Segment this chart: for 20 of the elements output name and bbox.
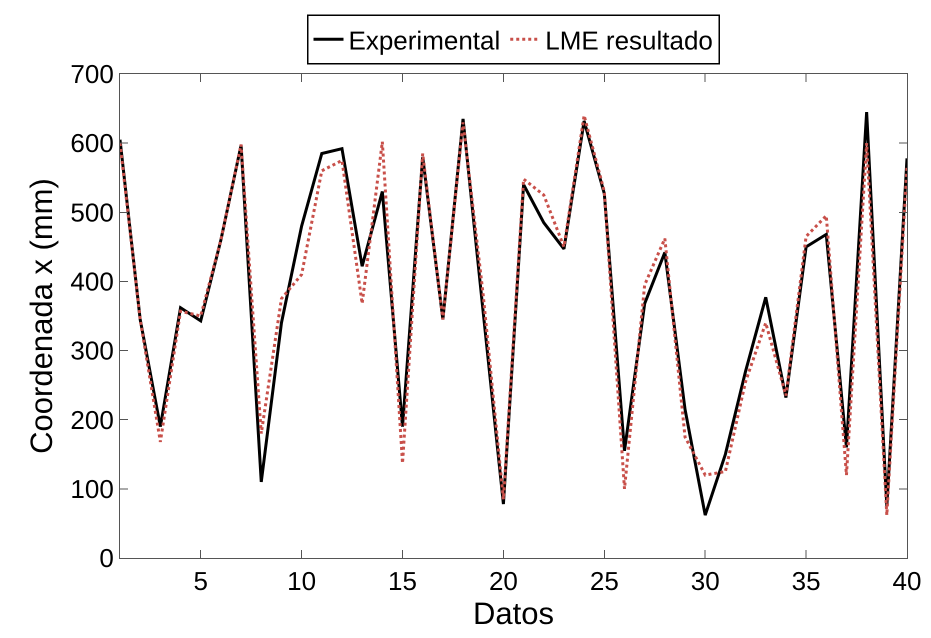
x-tick-label: 10 [287,566,316,596]
x-tick-label: 20 [488,566,518,596]
legend-label: LME resultado [545,25,713,56]
x-tick-label: 15 [388,566,417,596]
y-tick-label: 400 [70,266,114,297]
x-tick-label: 5 [193,566,208,596]
y-tick-label: 100 [70,474,114,504]
y-tick-label: 0 [99,543,114,574]
y-axis-title: Coordenada x (mm) [24,178,60,454]
y-tick-label: 300 [70,336,114,366]
x-tick-label: 40 [892,566,922,596]
y-tick-label: 500 [70,197,114,228]
x-tick-label: 35 [792,566,821,596]
legend-label: Experimental [348,25,500,56]
x-tick-label: 25 [590,566,619,596]
y-tick-label: 600 [70,128,114,158]
x-axis-title: Datos [473,596,554,632]
y-tick-label: 700 [70,59,114,90]
x-tick-label: 30 [690,566,720,596]
y-tick-label: 200 [70,404,114,435]
